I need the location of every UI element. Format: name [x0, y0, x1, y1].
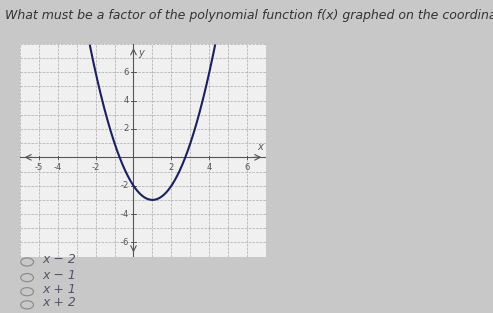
Text: 6: 6 [245, 163, 250, 172]
Text: -4: -4 [120, 210, 129, 218]
Text: x + 2: x + 2 [42, 296, 76, 309]
Text: -2: -2 [120, 181, 129, 190]
Text: -2: -2 [91, 163, 100, 172]
Text: y: y [138, 48, 144, 58]
Text: x − 2: x − 2 [42, 253, 76, 266]
Text: -6: -6 [120, 238, 129, 247]
Text: -4: -4 [54, 163, 62, 172]
Text: 2: 2 [169, 163, 174, 172]
Text: 4: 4 [207, 163, 212, 172]
Text: 6: 6 [123, 68, 129, 77]
Text: 4: 4 [124, 96, 129, 105]
Text: x + 1: x + 1 [42, 283, 76, 296]
Text: x − 1: x − 1 [42, 269, 76, 282]
Text: x: x [258, 142, 263, 152]
Text: -5: -5 [35, 163, 43, 172]
Text: What must be a factor of the polynomial function f(x) graphed on the coordinate : What must be a factor of the polynomial … [5, 9, 493, 23]
Text: 2: 2 [124, 125, 129, 133]
